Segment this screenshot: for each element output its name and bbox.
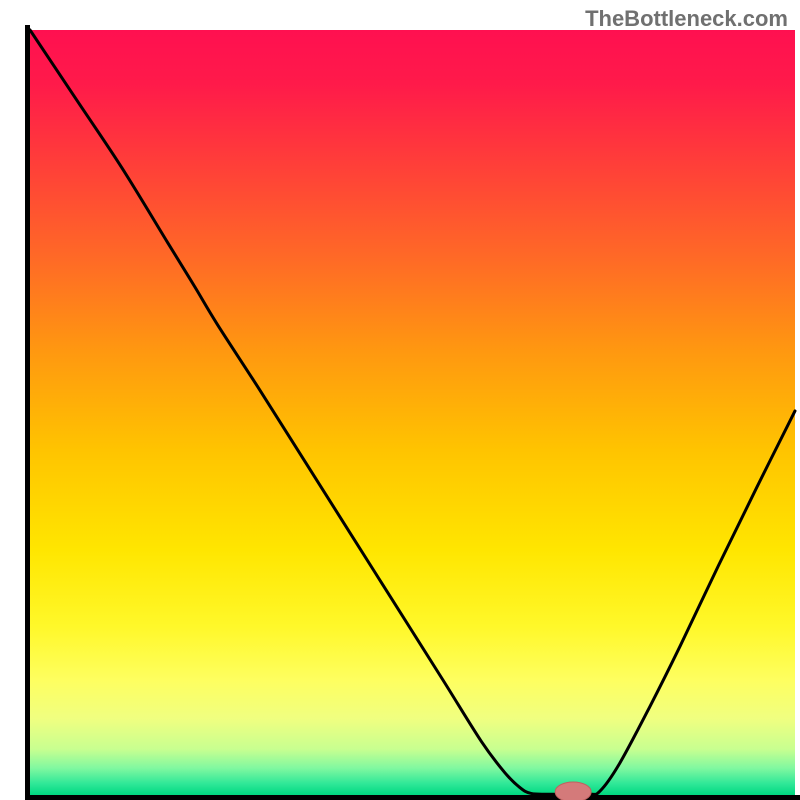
gradient-background (30, 30, 795, 795)
optimal-point-marker (555, 782, 591, 800)
watermark-text: TheBottleneck.com (585, 6, 788, 32)
y-axis-line (25, 25, 30, 800)
x-axis-line (25, 795, 800, 800)
chart-container: TheBottleneck.com (0, 0, 800, 800)
bottleneck-chart (0, 0, 800, 800)
